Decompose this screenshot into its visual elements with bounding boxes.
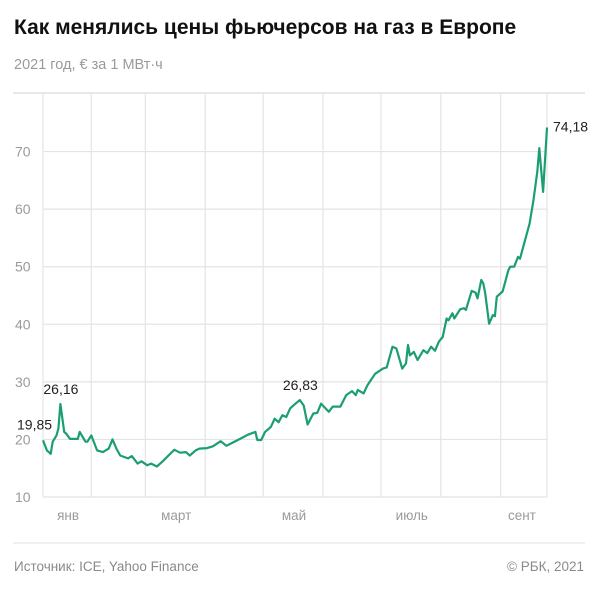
y-tick-label: 20 [15, 431, 31, 447]
x-tick-label: март [161, 508, 191, 523]
source-note: Источник: ICE, Yahoo Finance [14, 559, 199, 574]
y-tick-label: 60 [15, 201, 31, 217]
x-tick-label: янв [57, 508, 79, 523]
y-tick-label: 10 [15, 489, 31, 505]
chart-subtitle: 2021 год, € за 1 МВт·ч [14, 57, 163, 73]
copyright-note: © РБК, 2021 [507, 559, 584, 574]
chart-title: Как менялись цены фьючерсов на газ в Евр… [14, 16, 517, 39]
y-tick-label: 40 [15, 316, 31, 332]
data-label: 26,16 [43, 381, 78, 397]
y-tick-label: 70 [15, 144, 31, 160]
y-tick-label: 30 [15, 374, 31, 390]
x-tick-label: июль [396, 508, 428, 523]
x-tick-label: сент [508, 508, 536, 523]
data-label: 26,83 [283, 377, 318, 393]
data-label: 19,85 [17, 416, 52, 432]
x-tick-label: май [282, 508, 306, 523]
y-tick-label: 50 [15, 259, 31, 275]
series-line [41, 127, 549, 468]
data-label: 74,18 [553, 119, 588, 135]
